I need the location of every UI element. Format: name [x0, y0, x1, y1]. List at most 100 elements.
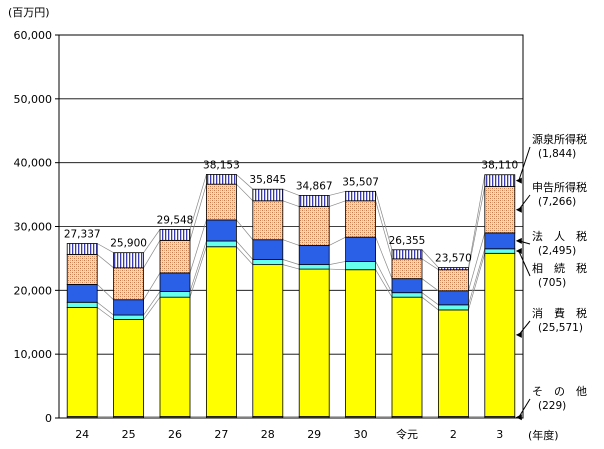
connector-line [329, 268, 346, 271]
bar-stack-27 [205, 174, 237, 419]
bar-segment-withholding [391, 249, 423, 260]
bar-segment-withholding [252, 188, 284, 202]
connector-line [329, 236, 346, 246]
bar-segment-inheritance [437, 304, 469, 311]
bars [66, 174, 516, 419]
connector-line [96, 302, 114, 316]
bar-segment-consumption [391, 296, 423, 417]
bar-segment-inheritance [484, 248, 516, 254]
total-label: 38,110 [481, 160, 518, 172]
legend-arrowhead [515, 237, 522, 244]
connector-line [282, 239, 300, 246]
bar-segment-selfassessed [437, 269, 469, 292]
bar-stack-26 [159, 228, 191, 419]
legend-arrowhead [515, 206, 522, 213]
bar-segment-selfassessed [484, 186, 516, 234]
bar-segment-consumption [66, 306, 98, 417]
x-tick-label: 28 [261, 428, 275, 441]
legend-name: 申告所得税 [532, 180, 587, 194]
connector-line [421, 292, 439, 306]
bar-segment-corporate [205, 219, 237, 242]
legend-name: 相 続 税 [532, 261, 587, 275]
connector-line [421, 258, 439, 271]
bar-stack-28 [252, 188, 284, 419]
x-tick-label: 26 [168, 428, 182, 441]
connector-line [468, 186, 486, 270]
bar-segment-withholding [437, 267, 469, 271]
bar-segment-selfassessed [113, 267, 144, 301]
connector-line [236, 183, 254, 202]
legend-item-other: そ の 他 (229) [515, 385, 587, 421]
connector-line [282, 188, 300, 196]
legend-arrowhead [515, 331, 522, 338]
y-tick-label: 50,000 [14, 93, 53, 106]
connector-line [468, 232, 486, 291]
legend-arrowhead [515, 248, 522, 255]
bar-segment-corporate [113, 299, 144, 316]
bar-segment-withholding [113, 252, 144, 269]
connector-line [421, 249, 439, 268]
y-axis-ticks: 0 10,000 20,000 30,000 40,000 50,000 60,000 [14, 29, 59, 425]
y-tick-label: 20,000 [14, 284, 53, 297]
total-label: 23,570 [435, 253, 472, 265]
bar-segment-consumption [298, 268, 330, 417]
bar-stack-令元 [391, 249, 423, 419]
bar-segment-corporate [252, 239, 284, 260]
x-axis-ticks: 24 25 26 27 28 29 30 令元 2 3 [75, 427, 503, 441]
legend-leader-line [518, 146, 531, 181]
y-unit-label: (百万円) [8, 6, 50, 19]
total-label: 34,867 [296, 180, 333, 192]
connector-line [96, 307, 114, 320]
bar-stack-24 [66, 243, 98, 419]
bar-segment-corporate [345, 236, 377, 262]
bar-segment-inheritance [298, 264, 330, 270]
bar-segment-inheritance [113, 314, 144, 320]
total-label: 38,153 [203, 159, 240, 171]
bar-segment-selfassessed [159, 239, 191, 274]
connector-line [468, 248, 486, 305]
bar-segment-selfassessed [391, 258, 423, 280]
bar-stack-30 [345, 190, 377, 419]
legend-leader-line [518, 250, 531, 277]
legend-arrowhead [515, 177, 522, 184]
legend-value: (7,266) [538, 196, 576, 208]
legend-item-consumption: 消 費 税 (25,571) [515, 306, 587, 338]
legend-value: (1,844) [538, 148, 576, 160]
legend-item-withholding: 源泉所得税 (1,844) [515, 132, 587, 184]
bar-stack-2 [437, 267, 469, 419]
bar-segment-selfassessed [252, 200, 284, 241]
total-label: 26,355 [389, 235, 426, 247]
total-label: 25,900 [110, 238, 147, 250]
total-label: 27,337 [64, 228, 101, 240]
connector-line [96, 254, 114, 269]
bar-segment-withholding [66, 243, 98, 255]
connector-line [143, 291, 161, 316]
bar-segment-withholding [345, 190, 377, 202]
connector-line [282, 259, 300, 265]
legend: 源泉所得税(1,844)申告所得税(7,266)法 人 税(2,495)相 続 … [515, 132, 587, 421]
legend-leader-line [518, 398, 531, 418]
bar-segment-consumption [205, 246, 237, 417]
bar-segment-inheritance [159, 291, 191, 298]
connector-line [375, 269, 393, 298]
y-tick-label: 30,000 [14, 221, 53, 234]
bar-segment-inheritance [391, 292, 423, 298]
bar-segment-corporate [484, 232, 516, 250]
connector-line [236, 240, 254, 260]
bar-segment-corporate [66, 284, 98, 303]
legend-value: (705) [538, 277, 566, 289]
connector-line [329, 200, 346, 207]
bar-segment-consumption [252, 264, 284, 417]
total-label: 35,845 [249, 174, 286, 186]
bar-segment-corporate [391, 278, 423, 294]
connector-line [375, 237, 393, 279]
bar-stack-29 [298, 195, 330, 419]
connector-line [236, 219, 254, 240]
bar-segment-selfassessed [298, 206, 330, 246]
y-tick-label: 10,000 [14, 348, 53, 361]
total-labels: 27,337 25,900 29,548 38,153 35,845 34,867 35,5… [64, 159, 518, 264]
connector-line [282, 200, 300, 207]
y-tick-label: 0 [45, 412, 52, 425]
bar-stack-3 [484, 174, 516, 419]
bar-connectors [96, 174, 486, 417]
